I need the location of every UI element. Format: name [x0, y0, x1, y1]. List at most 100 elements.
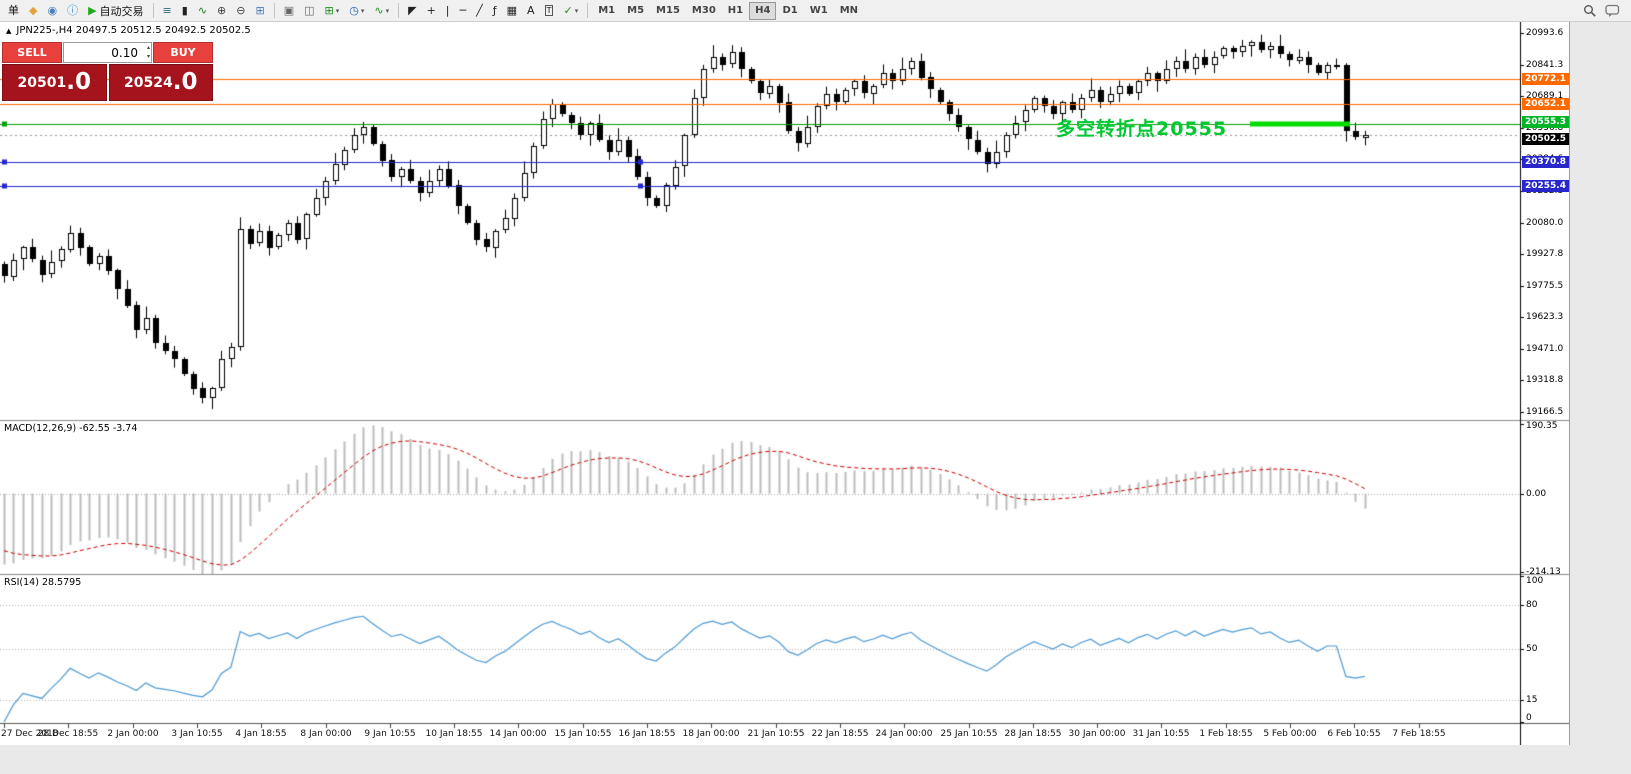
- hline-tool[interactable]: ─: [455, 2, 472, 20]
- text-tool-icon: A: [527, 4, 535, 17]
- timeframe-m15[interactable]: M15: [650, 2, 686, 20]
- timeframe-w1[interactable]: W1: [804, 2, 834, 20]
- timeframe-h1[interactable]: H1: [722, 2, 749, 20]
- price-badge: 20652.1: [1522, 98, 1569, 110]
- one-click-toggle-icon[interactable]: ▲: [6, 26, 12, 35]
- charts-icon[interactable]: ◆: [24, 2, 42, 20]
- chevron-down-icon: ▾: [335, 6, 340, 15]
- shapes-tool[interactable]: ▦: [502, 2, 522, 20]
- autotrading-button-icon: ▶: [88, 4, 97, 17]
- autotrading-button-label: 自动交易: [99, 4, 144, 18]
- timeframe-h4[interactable]: H4: [749, 1, 777, 20]
- time-label: 9 Jan 10:55: [364, 729, 416, 739]
- axis-label: 20841.3: [1526, 60, 1564, 70]
- axis-label: 0.00: [1526, 489, 1547, 499]
- time-label: 22 Jan 18:55: [811, 729, 869, 739]
- periods-button[interactable]: ◷ ▾: [344, 2, 369, 20]
- toolbar-separator: [152, 3, 154, 18]
- bars-mode-icon[interactable]: ≡: [158, 2, 177, 20]
- market-watch-icon[interactable]: ◉: [42, 2, 62, 20]
- periods-button-icon: ◷: [349, 4, 359, 17]
- chart-header: ▲ JPN225-,H4 20497.5 20512.5 20492.5 205…: [6, 25, 251, 36]
- main-toolbar: 单 ◆ ◉ ⓘ ▶ 自动交易 ≡ ▮ ∿ ⊕ ⊖ ⊞ ▣ ◫ ⊞ ▾ ◷ ▾ ∿ ▾ ◤ + | ─ ╱ ƒ ▦ A T ✓ ▾ M1 M5 M1…: [0, 0, 1631, 22]
- new-order-button[interactable]: 单: [3, 2, 24, 20]
- crosshair-tool[interactable]: +: [422, 2, 441, 20]
- timeframe-h4-icon: H4: [755, 4, 771, 16]
- vline-tool[interactable]: |: [441, 2, 455, 20]
- timeframe-h1-icon: H1: [727, 4, 744, 16]
- price-badge: 20255.4: [1522, 180, 1569, 192]
- text-tool[interactable]: A: [522, 2, 540, 20]
- lot-spinner: ▴ ▾: [147, 43, 150, 61]
- time-label: 14 Jan 00:00: [489, 729, 547, 739]
- candles-mode-icon[interactable]: ▮: [177, 2, 193, 20]
- time-label: 2 Jan 00:00: [107, 729, 159, 739]
- trendline-tool[interactable]: ╱: [471, 2, 488, 20]
- time-label: 4 Jan 18:55: [235, 729, 287, 739]
- sell-price-panel[interactable]: 20501.0: [2, 64, 107, 101]
- search-icon[interactable]: [1583, 4, 1597, 18]
- lot-size-input[interactable]: [64, 43, 151, 62]
- timeframe-w1-icon: W1: [809, 4, 828, 16]
- autotrading-button[interactable]: ▶ 自动交易: [83, 2, 148, 20]
- chevron-down-icon: ▾: [574, 6, 579, 15]
- label-tool-icon: T: [544, 5, 554, 16]
- lot-increase-button[interactable]: ▴: [146, 44, 150, 51]
- new-order-button-icon: 单: [8, 4, 19, 17]
- time-label: 15 Jan 10:55: [554, 729, 612, 739]
- cascade-windows-icon: ▣: [283, 4, 295, 17]
- cascade-windows-icon[interactable]: ▣: [279, 2, 299, 20]
- timeframe-m30[interactable]: M30: [686, 2, 722, 20]
- axis-label: 19166.5: [1526, 407, 1564, 417]
- axis-label: 80: [1526, 600, 1538, 610]
- timeframe-mn[interactable]: MN: [834, 2, 864, 20]
- buy-price-panel[interactable]: 20524.0: [108, 64, 213, 101]
- timeframe-m1[interactable]: M1: [592, 2, 621, 20]
- one-click-trading-panel: SELL ▴ ▾ BUY 20501.0 20524.0: [2, 42, 213, 101]
- time-label: 5 Feb 00:00: [1263, 729, 1317, 739]
- axis-label: 0: [1526, 713, 1532, 723]
- new-chart-button-icon: ⊞: [324, 4, 334, 17]
- axis-label: 20536.8: [1526, 123, 1564, 133]
- time-label: 27 Dec 2018: [1, 729, 59, 739]
- time-label: 30 Jan 00:00: [1068, 729, 1126, 739]
- zoom-in-icon[interactable]: ⊕: [212, 2, 231, 20]
- zoom-in-icon: ⊕: [217, 4, 227, 17]
- line-mode-icon[interactable]: ∿: [193, 2, 212, 20]
- timeframe-m30-icon: M30: [691, 4, 716, 16]
- time-label: 10 Jan 18:55: [425, 729, 483, 739]
- zoom-out-icon[interactable]: ⊖: [231, 2, 250, 20]
- indicators-button[interactable]: ∿ ▾: [369, 2, 394, 20]
- label-tool[interactable]: T: [540, 2, 559, 20]
- axis-label: 19775.5: [1526, 281, 1564, 291]
- data-window-icon[interactable]: ⓘ: [62, 2, 83, 20]
- new-chart-button[interactable]: ⊞ ▾: [320, 2, 345, 20]
- axis-label: 19927.8: [1526, 249, 1564, 259]
- chat-icon[interactable]: [1605, 4, 1620, 18]
- time-label: 8 Jan 00:00: [300, 729, 352, 739]
- toolbar-separator: [587, 3, 589, 18]
- time-label: 28 Jan 18:55: [1004, 729, 1062, 739]
- tile-windows-icon[interactable]: ◫: [299, 2, 319, 20]
- arrows-tool[interactable]: ✓ ▾: [558, 2, 583, 20]
- cursor-tool[interactable]: ◤: [403, 2, 421, 20]
- axis-label: 20993.6: [1526, 28, 1564, 38]
- axis-label: 100: [1526, 576, 1544, 586]
- tile-windows-icon: ◫: [304, 4, 315, 17]
- sell-button[interactable]: SELL: [2, 42, 62, 63]
- lot-decrease-button[interactable]: ▾: [146, 53, 150, 60]
- indicators-button-icon: ∿: [374, 4, 384, 17]
- fibonacci-tool[interactable]: ƒ: [488, 2, 502, 20]
- line-mode-icon: ∿: [197, 4, 208, 17]
- timeframe-m5[interactable]: M5: [621, 2, 650, 20]
- price-chart-canvas[interactable]: [0, 22, 1569, 745]
- fibonacci-tool-icon: ƒ: [492, 4, 497, 17]
- market-watch-icon: ◉: [47, 4, 58, 17]
- axis-label: 19471.0: [1526, 344, 1564, 354]
- buy-button[interactable]: BUY: [153, 42, 213, 63]
- rsi-indicator-label: RSI(14) 28.5795: [4, 577, 82, 588]
- timeframe-d1[interactable]: D1: [776, 2, 803, 20]
- shapes-tool-icon: ▦: [506, 4, 518, 17]
- chart-annotation-text[interactable]: 多空转折点20555: [1056, 118, 1228, 140]
- auto-arrange-icon[interactable]: ⊞: [250, 2, 269, 20]
